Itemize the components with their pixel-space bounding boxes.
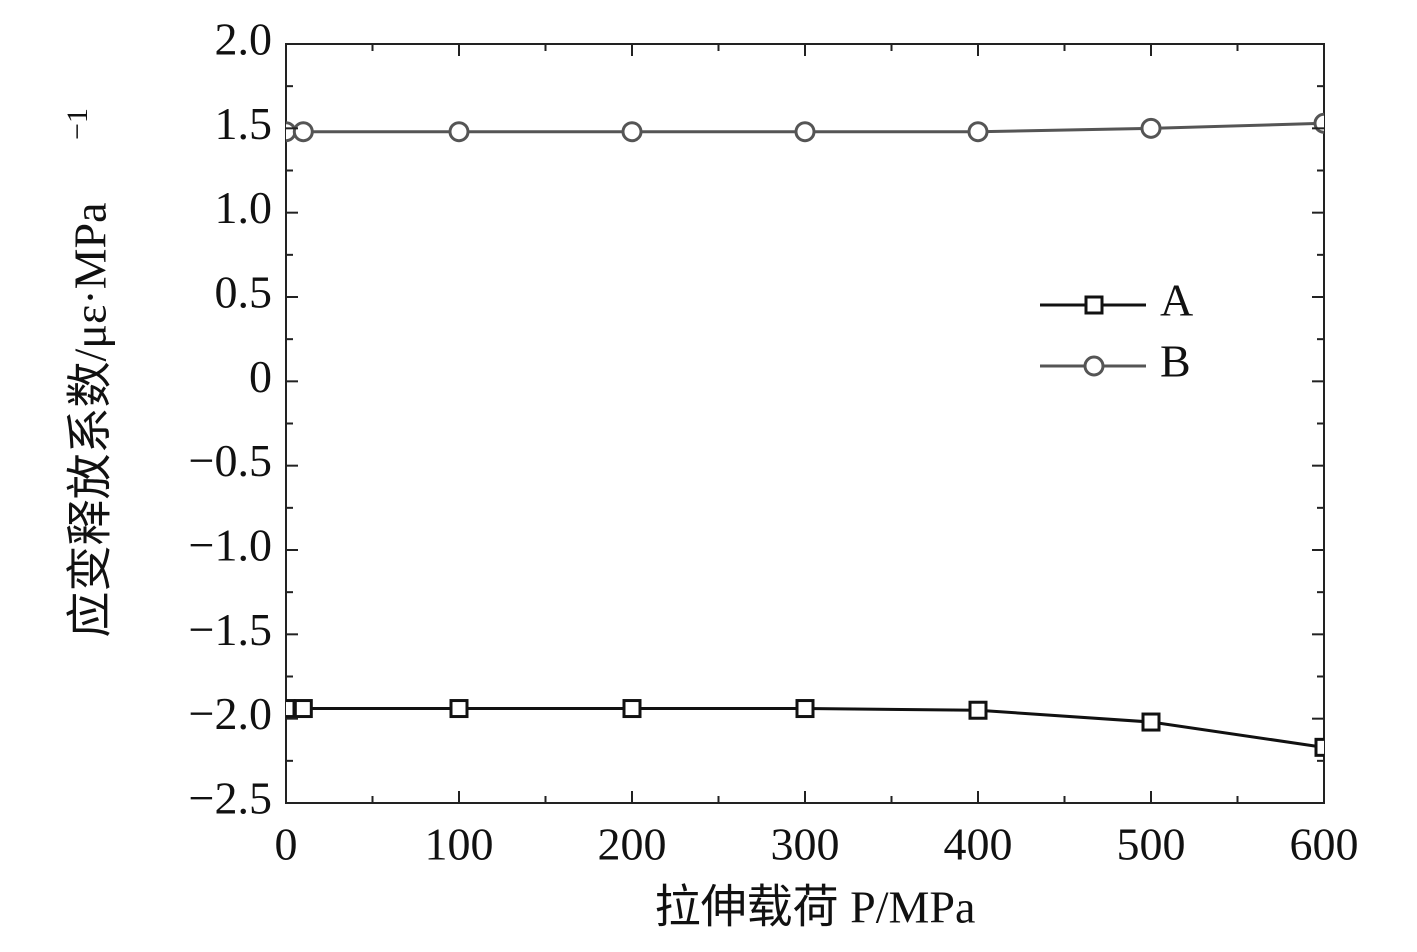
x-tick-label: 600 (1290, 819, 1359, 870)
x-axis-label: 拉伸载荷 P/MPa (655, 882, 976, 933)
y-tick-label: −1.5 (189, 604, 272, 655)
y-axis-label: 应变释放系数/με·MPa (65, 203, 116, 638)
x-tick-label: 200 (598, 819, 667, 870)
data-point (286, 699, 296, 719)
legend-label: A (1160, 275, 1193, 326)
y-axis-label-sup: −1 (61, 108, 94, 140)
plot-area (286, 112, 1324, 757)
series-line (286, 121, 1324, 134)
data-point (1314, 737, 1324, 757)
series-line (286, 707, 1324, 749)
y-tick-label: 1.0 (215, 182, 273, 233)
data-point (622, 699, 642, 719)
y-tick-label: 0.5 (215, 267, 273, 318)
legend-marker (1083, 355, 1105, 377)
legend-marker (1084, 295, 1104, 315)
y-tick-label: 1.5 (215, 98, 273, 149)
y-tick-label: −2.5 (189, 773, 272, 824)
y-tick-label: −2.0 (189, 688, 272, 739)
x-tick-label: 100 (425, 819, 494, 870)
data-point (968, 700, 988, 720)
data-point (1141, 712, 1161, 732)
data-point (967, 121, 989, 143)
data-point (794, 121, 816, 143)
x-tick-label: 0 (275, 819, 298, 870)
y-axis-label-group: 应变释放系数/με·MPa (65, 203, 116, 638)
plot-frame (285, 43, 1325, 804)
data-point (293, 699, 313, 719)
x-tick-label: 500 (1117, 819, 1186, 870)
x-tick-label: 300 (771, 819, 840, 870)
y-tick-label: 2.0 (215, 14, 273, 65)
data-point (292, 121, 314, 143)
data-point (795, 699, 815, 719)
y-tick-label: −0.5 (189, 435, 272, 486)
legend-label: B (1160, 336, 1191, 387)
y-axis-sup-group: −1 (61, 108, 94, 140)
data-point (1140, 117, 1162, 139)
y-tick-label: −1.0 (189, 520, 272, 571)
data-point (448, 121, 470, 143)
data-point (449, 699, 469, 719)
x-tick-label: 400 (944, 819, 1013, 870)
y-tick-label: 0 (249, 351, 272, 402)
data-point (286, 121, 297, 143)
data-point (621, 121, 643, 143)
data-point (1313, 112, 1324, 134)
